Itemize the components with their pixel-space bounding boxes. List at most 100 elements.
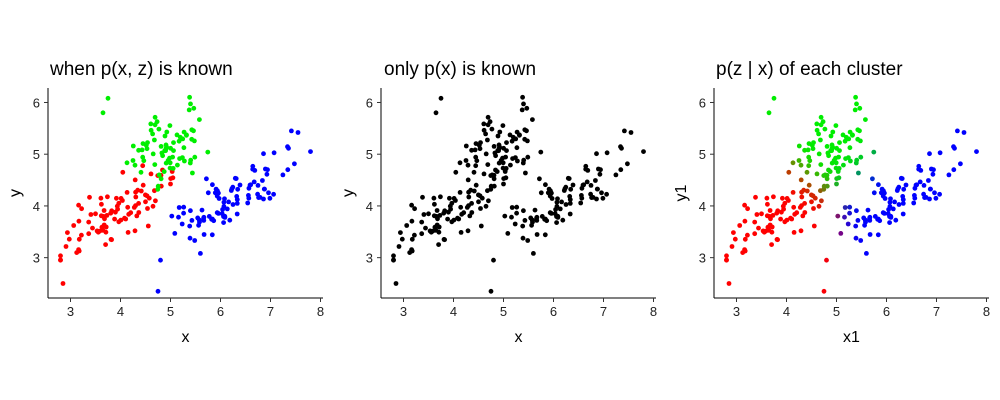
data-point	[534, 214, 540, 220]
data-point	[132, 177, 138, 183]
data-point	[790, 190, 796, 195]
x-tick-label: 3	[400, 304, 407, 319]
data-point	[138, 169, 144, 175]
data-point	[833, 160, 839, 166]
data-point	[503, 154, 508, 160]
data-point	[485, 122, 491, 128]
data-point	[816, 131, 821, 137]
data-point	[911, 200, 917, 206]
data-point	[179, 221, 185, 227]
data-point	[95, 229, 101, 235]
panel-title: when p(x, z) is known	[49, 59, 233, 80]
data-point	[882, 211, 887, 216]
data-point	[449, 200, 455, 206]
data-point	[93, 211, 98, 217]
data-point	[485, 137, 490, 143]
data-point	[742, 202, 747, 208]
data-point	[811, 223, 817, 229]
data-point	[856, 170, 861, 176]
data-point	[821, 288, 827, 294]
scatter-panel-2: only p(x) is known 3 4 5 6 7 8 3 4 5 6 x y	[340, 59, 657, 346]
data-point	[505, 231, 511, 236]
data-point	[742, 218, 748, 224]
data-point	[837, 140, 842, 146]
data-point	[554, 204, 560, 209]
data-point	[845, 221, 851, 227]
data-point	[123, 216, 129, 222]
data-point	[502, 213, 508, 219]
data-point	[86, 219, 92, 225]
data-point	[752, 231, 758, 237]
x-tick-label: 3	[67, 304, 74, 319]
data-point	[562, 186, 568, 192]
data-point	[124, 190, 130, 195]
data-point	[160, 153, 166, 159]
data-point	[827, 169, 833, 175]
data-point	[862, 222, 867, 228]
data-point	[509, 214, 514, 220]
data-point	[912, 195, 918, 201]
data-point	[125, 204, 131, 210]
x-tick-label: 4	[117, 304, 124, 319]
data-point	[613, 172, 619, 178]
data-point	[188, 157, 194, 163]
data-point	[181, 145, 187, 151]
data-point	[214, 193, 220, 199]
data-point	[853, 223, 859, 229]
data-point	[226, 199, 232, 205]
data-point	[198, 251, 203, 256]
data-point	[799, 194, 805, 200]
data-point	[926, 178, 931, 183]
data-point	[937, 150, 943, 156]
data-point	[732, 236, 738, 242]
data-point	[116, 200, 122, 206]
data-point	[188, 208, 193, 214]
data-point	[153, 198, 158, 204]
data-point	[834, 145, 839, 151]
data-point	[771, 95, 777, 101]
data-point	[463, 143, 469, 149]
panel-title: only p(x) is known	[384, 59, 536, 80]
data-point	[861, 215, 867, 221]
data-point	[271, 150, 277, 156]
data-point	[568, 186, 574, 192]
data-point	[875, 232, 881, 238]
data-point	[177, 134, 183, 140]
data-point	[491, 144, 497, 149]
data-point	[517, 132, 522, 138]
data-point	[99, 201, 104, 207]
data-point	[132, 228, 138, 234]
data-point	[539, 214, 545, 219]
data-point	[260, 178, 265, 183]
data-point	[266, 190, 271, 196]
data-point	[791, 230, 797, 235]
data-point	[188, 101, 193, 107]
data-point	[156, 126, 162, 132]
data-point	[724, 253, 729, 259]
data-point	[829, 142, 835, 148]
data-point	[421, 212, 427, 217]
data-point	[199, 207, 205, 213]
data-point	[761, 229, 767, 235]
data-point	[888, 196, 893, 202]
data-point	[419, 231, 425, 237]
data-point	[453, 169, 459, 175]
y-tick-label: 3	[33, 251, 40, 266]
data-point	[71, 223, 77, 228]
data-point	[600, 195, 606, 201]
panel-title: p(z | x) of each cluster	[716, 59, 903, 80]
data-point	[485, 162, 491, 168]
data-point	[432, 201, 437, 207]
data-point	[60, 281, 66, 286]
data-point	[800, 213, 806, 219]
data-point	[473, 182, 479, 188]
data-point	[804, 169, 810, 175]
data-point	[729, 244, 735, 249]
data-point	[428, 229, 434, 235]
data-point	[778, 216, 783, 222]
data-point	[261, 186, 267, 192]
data-point	[524, 105, 530, 111]
y-tick-label: 6	[699, 95, 706, 110]
data-point	[158, 144, 164, 149]
data-point	[769, 224, 775, 230]
